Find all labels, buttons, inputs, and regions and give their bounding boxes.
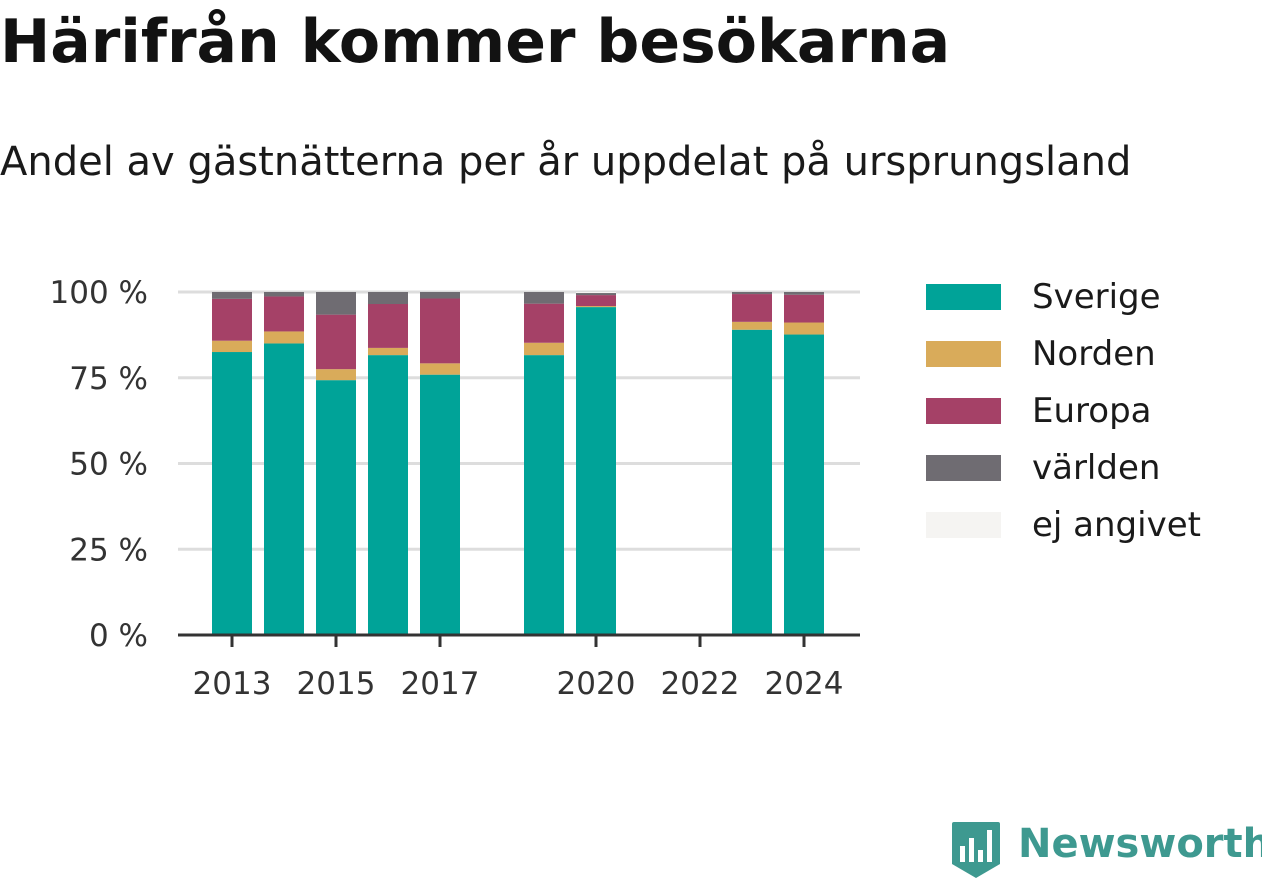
legend-label: Norden [1032, 334, 1156, 374]
legend-item: ej angivet [926, 496, 1256, 553]
legend-swatch [926, 284, 1001, 310]
bar-segment [784, 292, 824, 295]
legend-label: världen [1032, 448, 1161, 488]
chart-legend: Sverige Norden Europa världen ej angivet [926, 268, 1256, 553]
bar-segment [316, 292, 356, 315]
y-tick-label: 75 % [69, 361, 148, 397]
bar-segment [732, 329, 772, 635]
legend-swatch [926, 398, 1001, 424]
bar-segment [212, 340, 252, 353]
bar-segment [784, 334, 824, 635]
legend-label: ej angivet [1032, 505, 1201, 545]
bar-segment [264, 331, 304, 344]
bar-segment [264, 343, 304, 635]
bar-segment [212, 352, 252, 635]
bar-segment [316, 380, 356, 635]
bar-segment [264, 296, 304, 332]
y-tick-label: 100 % [50, 275, 148, 311]
bar-segment [732, 292, 772, 295]
bar-segment [212, 292, 252, 299]
legend-swatch [926, 512, 1001, 538]
x-axis-labels: 2013 2015 2017 2020 2022 2024 [193, 635, 844, 702]
bar-segment [576, 292, 616, 294]
x-tick-label: 2020 [557, 666, 636, 702]
legend-item: Norden [926, 325, 1256, 382]
bar-segment [368, 347, 408, 356]
bar-segment [732, 321, 772, 330]
chart-subtitle: Andel av gästnätterna per år uppdelat på… [0, 139, 1132, 185]
legend-label: Sverige [1032, 277, 1161, 317]
legend-label: Europa [1032, 391, 1152, 431]
legend-item: världen [926, 439, 1256, 496]
bar-segment [784, 322, 824, 335]
brand-name: Newsworthy [1018, 821, 1262, 867]
bar-segment [524, 355, 564, 635]
x-tick-label: 2024 [765, 666, 844, 702]
bar-segment [576, 293, 616, 296]
x-tick-label: 2015 [297, 666, 376, 702]
bar-segment [420, 292, 460, 299]
bar-segment [524, 292, 564, 304]
brand-logo: Newsworthy [950, 818, 1262, 880]
legend-swatch [926, 341, 1001, 367]
bars [212, 292, 824, 635]
legend-item: Sverige [926, 268, 1256, 325]
bar-segment [524, 303, 564, 343]
bar-segment [420, 298, 460, 364]
bar-segment [368, 304, 408, 348]
newsworthy-logo-icon [952, 822, 1000, 878]
y-tick-label: 25 % [69, 532, 148, 568]
y-tick-label: 0 % [89, 618, 148, 654]
y-axis-labels: 0 % 25 % 50 % 75 % 100 % [50, 275, 148, 654]
bar-segment [368, 355, 408, 635]
bar-segment [420, 363, 460, 375]
x-tick-label: 2017 [401, 666, 480, 702]
chart-title: Härifrån kommer besökarna [0, 7, 951, 77]
bar-segment [316, 369, 356, 381]
bar-segment [316, 314, 356, 370]
x-tick-label: 2013 [193, 666, 272, 702]
bar-segment [576, 306, 616, 308]
bar-segment [576, 295, 616, 307]
bar-segment [576, 307, 616, 635]
legend-swatch [926, 455, 1001, 481]
bar-segment [264, 292, 304, 297]
bar-segment [368, 292, 408, 305]
legend-item: Europa [926, 382, 1256, 439]
bar-segment [524, 342, 564, 356]
bar-segment [732, 294, 772, 322]
stacked-bar-chart: 0 % 25 % 50 % 75 % 100 % 2013 2015 2017 2020 202… [50, 275, 860, 702]
x-tick-label: 2022 [661, 666, 740, 702]
bar-segment [420, 374, 460, 635]
y-tick-label: 50 % [69, 447, 148, 483]
bar-segment [784, 294, 824, 323]
bar-segment [212, 298, 252, 341]
